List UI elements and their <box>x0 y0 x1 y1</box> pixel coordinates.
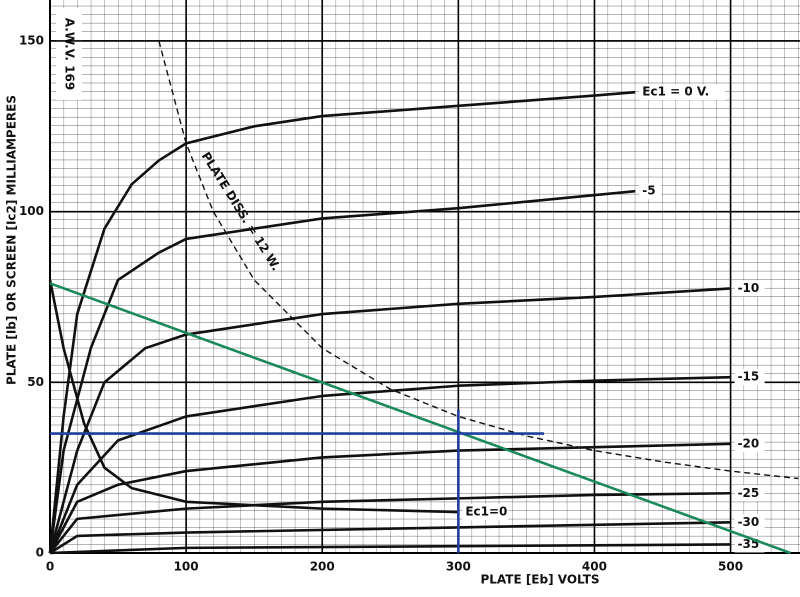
series-label-bg <box>462 504 509 521</box>
series-label: -15 <box>738 370 760 384</box>
x-tick-label: 400 <box>582 560 607 574</box>
series-label: -20 <box>738 436 760 450</box>
title-box: A.W.V. 169 <box>56 8 82 100</box>
series-line <box>49 520 731 555</box>
chart-title: A.W.V. 169 <box>63 18 77 90</box>
series-label: Ec1=0 <box>465 505 507 519</box>
series-label-bg <box>639 84 726 101</box>
series-line <box>49 543 731 555</box>
x-tick-label: 0 <box>46 560 54 574</box>
series-line <box>49 282 791 555</box>
series-label: -30 <box>738 515 760 529</box>
x-tick-label: 100 <box>174 560 199 574</box>
series-line <box>48 189 636 554</box>
series-label: -25 <box>738 486 760 500</box>
series-line <box>48 442 731 554</box>
y-tick-label: 150 <box>19 33 44 47</box>
series-label-bg <box>734 485 765 502</box>
series-line <box>48 279 459 514</box>
x-tick-label: 300 <box>446 560 471 574</box>
series-label-bg <box>734 435 765 452</box>
series-label: Ec1 = 0 V. <box>642 85 709 99</box>
x-tick-label: 500 <box>718 560 743 574</box>
title-bg <box>56 8 82 100</box>
x-tick-label: 200 <box>310 560 335 574</box>
y-tick-label: 0 <box>36 546 44 560</box>
series-label-bg <box>734 280 765 297</box>
minor-grid <box>50 0 800 553</box>
y-tick-label: 50 <box>27 375 44 389</box>
y-tick-label: 100 <box>19 204 44 218</box>
series-line <box>48 90 636 554</box>
y-axis-label: PLATE [Ib] OR SCREEN [Ic2] MILLIAMPERES <box>5 95 19 385</box>
series-label: -10 <box>738 281 760 295</box>
series-label-bg <box>734 514 765 531</box>
series-label-bg <box>734 369 765 386</box>
series-label: -5 <box>642 184 655 198</box>
series-line <box>158 40 799 480</box>
x-axis-label: PLATE [Eb] VOLTS <box>480 573 599 587</box>
series-line <box>48 491 731 554</box>
series-label-bg <box>639 183 662 200</box>
series-line <box>48 375 731 554</box>
